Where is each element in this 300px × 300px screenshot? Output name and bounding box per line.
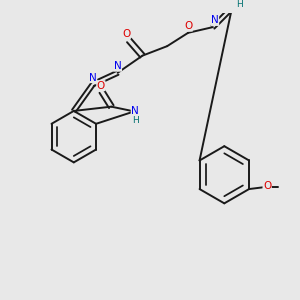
Text: N: N — [211, 15, 219, 26]
Text: O: O — [122, 29, 130, 39]
Text: O: O — [263, 181, 271, 191]
Text: H: H — [132, 116, 139, 125]
Text: N: N — [89, 73, 97, 82]
Text: H: H — [236, 0, 243, 9]
Text: O: O — [184, 21, 192, 31]
Text: N: N — [131, 106, 139, 116]
Text: N: N — [114, 61, 122, 71]
Text: O: O — [97, 81, 105, 91]
